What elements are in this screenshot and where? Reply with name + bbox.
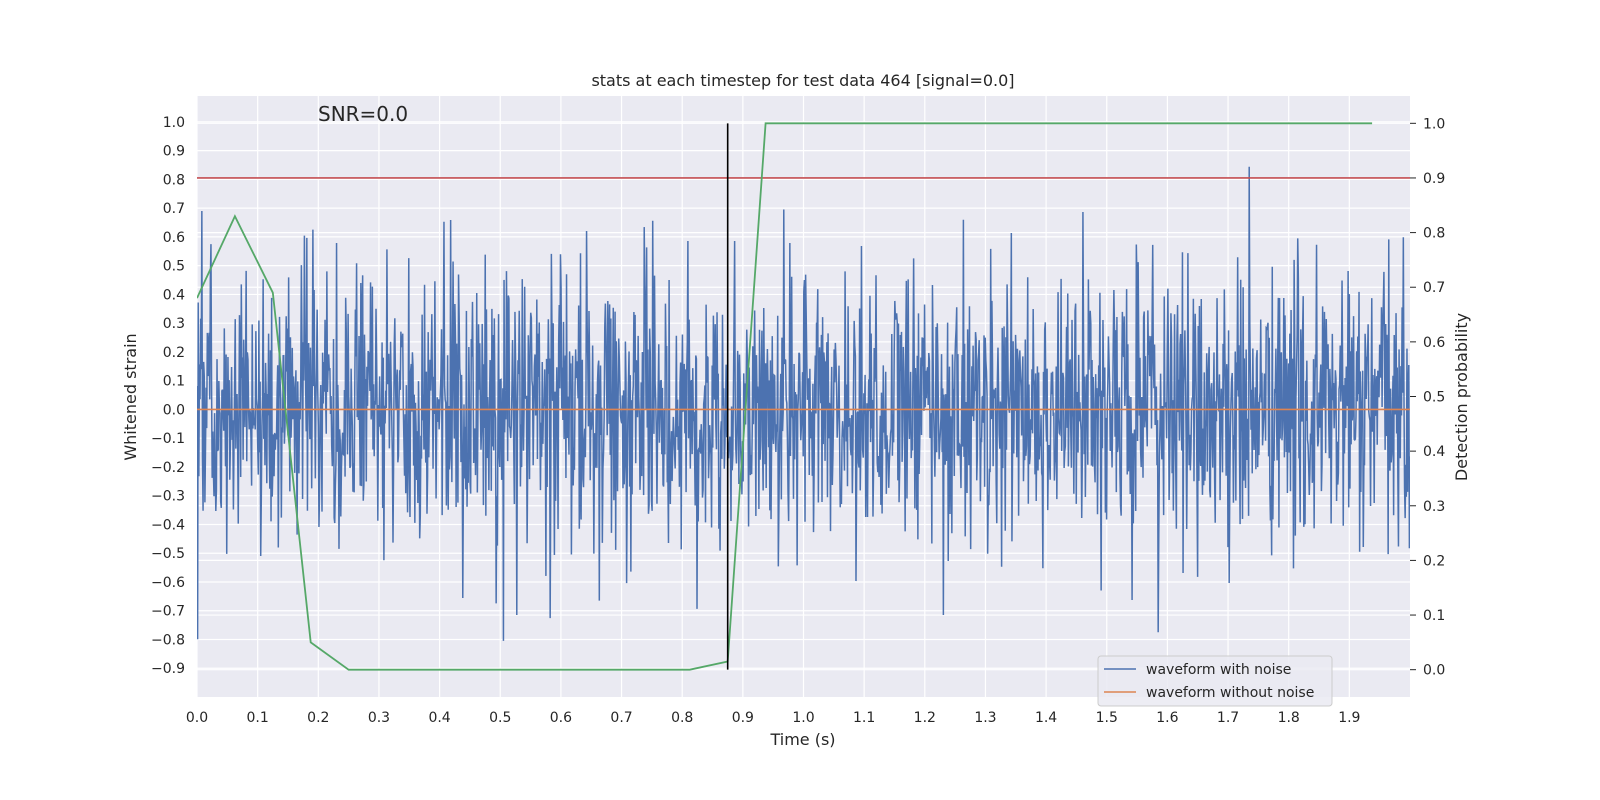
x-tick-label: 0.7 <box>610 710 632 726</box>
x-tick-label: 1.0 <box>792 710 814 726</box>
x-tick-label: 0.1 <box>247 710 269 726</box>
x-axis-label: Time (s) <box>769 730 835 749</box>
series-layer <box>197 122 1410 671</box>
x-tick-label: 0.3 <box>368 710 390 726</box>
x-tick-label: 0.6 <box>550 710 572 726</box>
legend-box <box>1097 655 1333 707</box>
y-right-axis-label: Detection probability <box>1452 313 1471 481</box>
y-right-tick-label: 0.7 <box>1423 280 1445 296</box>
y-right-tick-label: 0.1 <box>1423 608 1445 624</box>
legend-label-noise: waveform with noise <box>1146 662 1291 678</box>
y-right-tick-labels: 1.0 0.9 0.8 0.7 0.6 0.5 0.4 0.3 0.2 0.1 0.0 <box>1410 116 1445 679</box>
x-tick-label: 1.7 <box>1217 710 1239 726</box>
y-left-tick-label: −0.2 <box>151 460 185 476</box>
y-left-tick-label: 0.0 <box>163 402 185 418</box>
x-tick-label: 0.0 <box>186 710 208 726</box>
x-tick-label: 1.1 <box>853 710 875 726</box>
y-left-tick-labels: 1.0 0.9 0.8 0.7 0.6 0.5 0.4 0.3 0.2 0.1 0.0 −0.1 −0.… <box>151 115 185 677</box>
y-right-tick-label: 0.0 <box>1423 663 1445 679</box>
x-tick-label: 0.8 <box>671 710 693 726</box>
y-left-tick-label: −0.1 <box>151 431 185 447</box>
y-right-tick-label: 0.3 <box>1423 499 1445 515</box>
y-left-tick-label: −0.4 <box>151 517 185 533</box>
y-left-tick-label: 0.4 <box>163 287 185 303</box>
y-right-tick-label: 0.6 <box>1423 335 1445 351</box>
legend-label-clean: waveform without noise <box>1146 685 1314 701</box>
y-right-tick-label: 0.5 <box>1423 390 1445 406</box>
y-right-tick-label: 0.4 <box>1423 444 1445 460</box>
x-tick-label: 1.4 <box>1035 710 1057 726</box>
y-left-tick-label: 0.9 <box>163 144 185 160</box>
y-left-tick-label: 0.1 <box>163 374 185 390</box>
x-tick-label: 0.2 <box>307 710 329 726</box>
y-left-tick-label: 0.5 <box>163 259 185 275</box>
y-left-tick-label: 0.2 <box>163 345 185 361</box>
y-left-tick-label: −0.5 <box>151 546 185 562</box>
x-tick-labels: 0.0 0.1 0.2 0.3 0.4 0.5 0.6 0.7 0.8 0.9 1.0 1.1 1.2 1… <box>186 710 1361 726</box>
legend: waveform with noise waveform without noi… <box>1097 655 1333 707</box>
x-tick-label: 0.9 <box>732 710 754 726</box>
series-waveform-with-noise <box>197 166 1410 641</box>
series-detection-probability <box>197 122 1373 671</box>
y-right-tick-label: 1.0 <box>1423 116 1445 132</box>
x-tick-label: 1.6 <box>1156 710 1178 726</box>
x-tick-label: 0.4 <box>428 710 450 726</box>
y-right-tick-label: 0.2 <box>1423 553 1445 569</box>
y-left-axis-label: Whitened strain <box>121 333 140 460</box>
y-left-tick-label: −0.8 <box>151 632 185 648</box>
y-left-tick-label: −0.7 <box>151 604 185 620</box>
y-left-tick-label: 0.7 <box>163 201 185 217</box>
y-left-tick-label: 1.0 <box>163 115 185 131</box>
y-right-tick-label: 0.9 <box>1423 171 1445 187</box>
snr-annotation: SNR=0.0 <box>318 102 408 126</box>
y-right-tick-label: 0.8 <box>1423 226 1445 242</box>
y-left-tick-label: −0.6 <box>151 575 185 591</box>
x-tick-label: 1.3 <box>974 710 996 726</box>
y-left-tick-label: 0.3 <box>163 316 185 332</box>
y-left-tick-label: −0.3 <box>151 489 185 505</box>
x-tick-label: 1.5 <box>1096 710 1118 726</box>
chart-title: stats at each timestep for test data 464… <box>591 71 1014 90</box>
y-left-tick-label: 0.6 <box>163 230 185 246</box>
x-tick-label: 0.5 <box>489 710 511 726</box>
x-tick-label: 1.8 <box>1278 710 1300 726</box>
y-left-tick-label: −0.9 <box>151 661 185 677</box>
x-tick-label: 1.2 <box>914 710 936 726</box>
y-left-tick-label: 0.8 <box>163 172 185 188</box>
x-tick-label: 1.9 <box>1338 710 1360 726</box>
